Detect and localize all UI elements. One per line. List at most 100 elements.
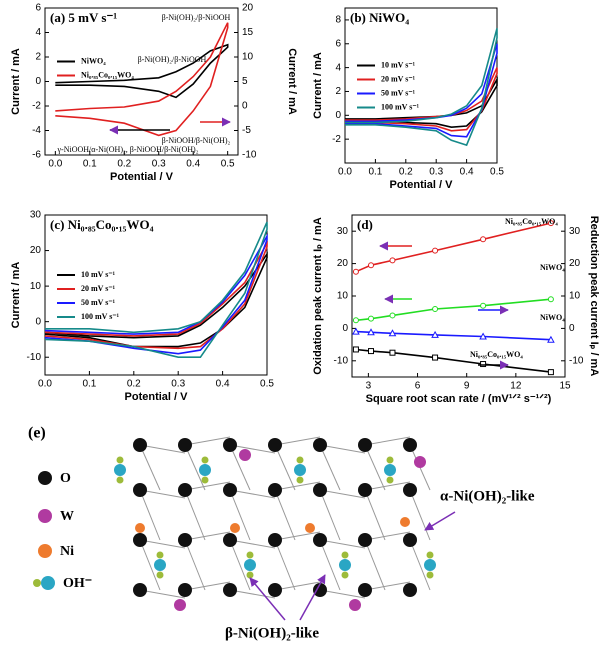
bond <box>364 539 386 591</box>
bond <box>319 589 366 599</box>
marker <box>352 268 359 275</box>
y2-tick-label: -5 <box>242 125 251 136</box>
x-tick-label: 0.3 <box>152 159 166 170</box>
teal-atom <box>114 464 126 476</box>
legend-label: 20 mV s⁻¹ <box>81 284 116 293</box>
bond <box>409 539 431 591</box>
series-line <box>55 43 229 99</box>
legend-label: 10 mV s⁻¹ <box>381 60 416 69</box>
bond <box>139 444 186 454</box>
y-tick-label: 6 <box>335 38 341 49</box>
y-tick-label: 0 <box>342 323 348 334</box>
teal-atom <box>384 464 396 476</box>
legend-atom <box>38 544 52 558</box>
marker <box>352 317 359 324</box>
oh-atom <box>116 476 124 484</box>
w-atom <box>414 456 426 468</box>
y2-tick-label: 15 <box>242 27 254 38</box>
y-tick-label: 6 <box>35 3 41 14</box>
y-tick-label: 10 <box>30 281 42 292</box>
oxygen-atom <box>178 583 192 597</box>
structure-diagram <box>114 436 436 611</box>
ni-atom <box>400 517 410 527</box>
bond <box>184 539 206 591</box>
marker <box>368 348 375 355</box>
y-tick-label: 0 <box>35 76 41 87</box>
marker <box>547 369 554 376</box>
marker <box>547 220 554 227</box>
y-tick-label: -6 <box>32 150 41 161</box>
series-line <box>345 67 498 132</box>
legend-label: 50 mV s⁻¹ <box>381 88 416 97</box>
oxygen-atom <box>223 533 237 547</box>
bond <box>274 481 321 491</box>
oxygen-atom <box>268 483 282 497</box>
y-tick-label: 20 <box>337 258 349 269</box>
oxygen-atom <box>403 438 417 452</box>
annotation: β-Ni(OH)₂/β-NiOOH <box>138 55 207 64</box>
arrow <box>299 574 326 621</box>
oxygen-atom <box>358 438 372 452</box>
oxygen-atom <box>268 533 282 547</box>
marker <box>547 335 555 343</box>
series-line <box>44 221 268 358</box>
y-tick-label: 0 <box>335 110 341 121</box>
oxygen-atom <box>358 583 372 597</box>
bond <box>184 436 231 446</box>
marker <box>480 236 487 243</box>
chart-title: (c) Ni₀.₈₅Co₀.₁₅WO₄ <box>50 217 154 232</box>
bond <box>229 444 251 491</box>
bond <box>139 539 161 591</box>
bond <box>229 489 251 541</box>
teal-atom <box>244 559 256 571</box>
y-axis-label: Current / mA <box>312 52 324 119</box>
marker <box>352 346 359 353</box>
oh-atom <box>426 551 434 559</box>
marker <box>367 328 375 336</box>
marker <box>352 327 360 335</box>
oh-atom <box>201 476 209 484</box>
marker <box>388 329 397 337</box>
x-tick-label: 0.1 <box>83 159 97 170</box>
x-tick-label: 0.3 <box>429 167 443 178</box>
series-line <box>345 28 498 147</box>
y2-axis-label: Current / mA <box>286 48 298 115</box>
marker <box>432 247 439 254</box>
oxygen-atom <box>313 533 327 547</box>
bond <box>319 444 366 454</box>
y-axis-label: Current / mA <box>10 262 22 329</box>
bond <box>274 489 296 541</box>
bond <box>364 444 386 491</box>
x-tick-label: 15 <box>559 381 571 392</box>
x-tick-label: 0.3 <box>171 379 185 390</box>
legend-label: Ni <box>60 544 74 559</box>
annotation: β-Ni(OH)₂-like <box>225 625 319 641</box>
bond <box>274 531 321 541</box>
y-tick-label: 4 <box>335 62 341 73</box>
y-tick-label: 10 <box>337 291 349 302</box>
x-tick-label: 0.0 <box>48 159 62 170</box>
bond <box>184 444 206 491</box>
bond <box>139 589 186 599</box>
y2-tick-label: 30 <box>569 226 581 237</box>
oxygen-atom <box>358 483 372 497</box>
bond <box>319 489 341 541</box>
legend-label: NiWO₄ <box>81 56 106 65</box>
y2-tick-label: 20 <box>569 258 581 269</box>
oh-atom <box>296 476 304 484</box>
teal-atom <box>339 559 351 571</box>
bond <box>184 489 206 541</box>
oxygen-atom <box>268 438 282 452</box>
oxygen-atom <box>403 483 417 497</box>
y-tick-label: -10 <box>334 355 349 366</box>
x-tick-label: 9 <box>464 381 470 392</box>
marker <box>480 361 487 368</box>
oh-atom <box>246 571 254 579</box>
oxygen-atom <box>223 438 237 452</box>
oxygen-atom <box>223 483 237 497</box>
bond <box>274 539 296 591</box>
bond <box>139 539 186 549</box>
bond <box>274 436 321 446</box>
marker <box>479 332 487 340</box>
